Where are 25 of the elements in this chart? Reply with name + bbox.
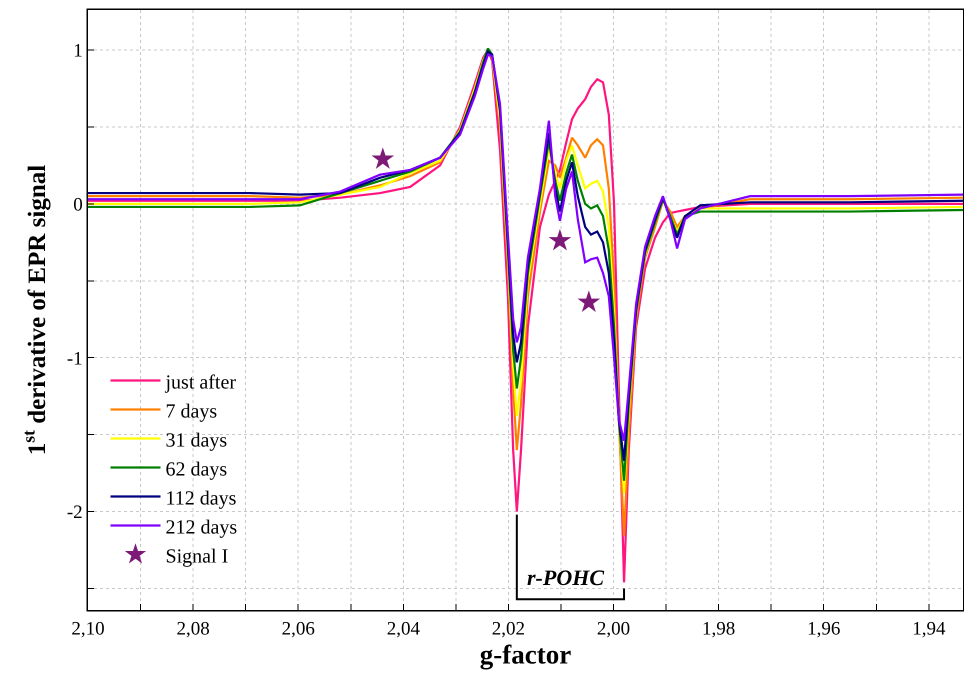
point	[548, 228, 572, 250]
legend-label: 62 days	[166, 458, 228, 480]
x-tick-label: 2,04	[386, 618, 420, 640]
legend-label: 31 days	[166, 429, 228, 452]
x-tick-label: 2,08	[176, 618, 210, 640]
y-tick-label: -1	[66, 348, 83, 370]
annotation: r-POHC	[527, 565, 604, 590]
x-tick-label: 1,96	[807, 618, 840, 640]
x-axis-title: g-factor	[480, 639, 572, 670]
legend-label: just after	[164, 371, 236, 394]
x-tick-label: 1,98	[702, 618, 736, 640]
x-tick-label: 2,06	[282, 618, 315, 640]
legend-label: 212 days	[166, 516, 238, 538]
x-tick-label: 2,02	[492, 618, 526, 640]
y-tick-label: -2	[66, 502, 83, 524]
point	[578, 290, 600, 312]
x-tick-label: 2,00	[596, 618, 630, 640]
legend-label: Signal I	[166, 545, 228, 568]
legend-label: 7 days	[166, 400, 218, 422]
point	[372, 147, 394, 169]
y-tick-label: 1	[73, 40, 83, 62]
x-tick-label: 1,94	[912, 618, 946, 640]
y-tick-label: 0	[73, 194, 83, 216]
legend-label: 112 days	[166, 487, 237, 510]
x-tick-label: 2,10	[71, 618, 105, 640]
